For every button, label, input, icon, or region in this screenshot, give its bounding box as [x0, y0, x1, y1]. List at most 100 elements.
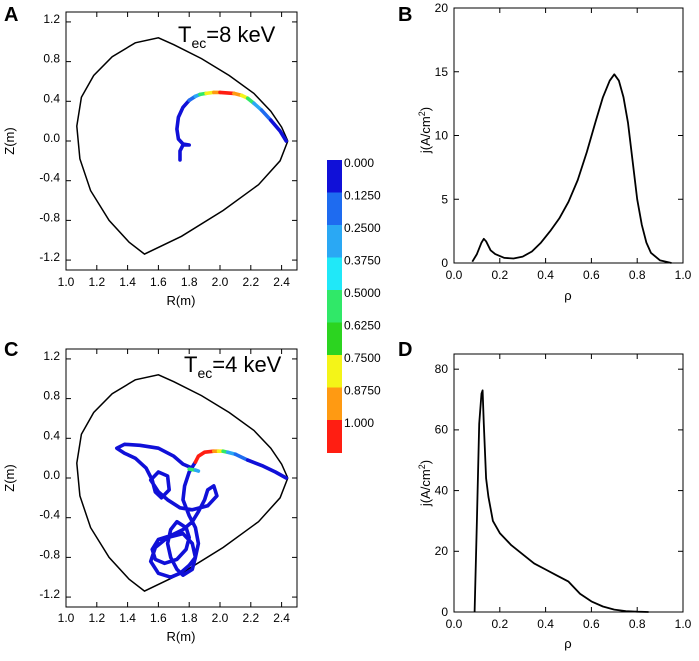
colorbar-swatch: [327, 192, 342, 226]
title-subscript: ec: [191, 35, 206, 51]
y-tick-label: 60: [435, 423, 449, 437]
x-tick-label: 2.4: [273, 611, 290, 625]
panel-label-c: C: [4, 339, 18, 361]
panel-d: D 0.0 0.2 0.4 0.6 0.8 1.0 80 60 40 20 0 …: [398, 339, 692, 651]
ylabel-end: ): [418, 460, 433, 464]
x-axis-b: 0.0 0.2 0.4 0.6 0.8 1.0: [446, 268, 692, 282]
x-tick-label: 1.4: [119, 275, 136, 289]
colorbar-label: 0.6250: [344, 319, 381, 333]
x-tick-label: 1.2: [88, 275, 105, 289]
y-tick-label: 0.4: [43, 91, 60, 105]
y-tick-label: 5: [441, 192, 448, 206]
plasma-boundary: [76, 37, 289, 255]
colorbar-swatch: [327, 420, 342, 453]
x-axis-title-d: ρ: [564, 636, 571, 651]
colorbar-swatch: [327, 387, 342, 421]
colorbar: 0.000 0.1250 0.2500 0.3750 0.5000 0.6250…: [327, 156, 381, 453]
ylabel-sup: 2: [417, 464, 427, 469]
ylabel-main: j(A/cm: [418, 116, 433, 154]
title-main: T: [184, 352, 197, 377]
x-tick-label: 2.0: [212, 275, 229, 289]
chart-title-c: Tec=4 keV: [184, 352, 282, 381]
y-tick-label: 1.2: [43, 349, 60, 363]
y-axis-title-d: j(A/cm2): [417, 460, 433, 507]
y-axis-title-b: j(A/cm2): [417, 107, 433, 154]
ray-trajectory-segment: [268, 118, 289, 143]
y-axis-b: 20 15 10 5 0: [435, 1, 449, 270]
y-tick-label: -1.2: [39, 250, 60, 264]
x-tick-label: 1.0: [675, 617, 692, 631]
plot-area-b: [453, 7, 684, 264]
plot-area-a: [65, 12, 297, 270]
current-density-curve: [473, 389, 649, 613]
y-tick-label: -0.8: [39, 547, 60, 561]
x-tick-label: 0.2: [491, 268, 508, 282]
y-axis-c: 1.2 0.8 0.4 0.0 -0.4 -0.8 -1.2: [39, 349, 60, 601]
y-tick-label: -1.2: [39, 587, 60, 601]
colorbar-label: 0.2500: [344, 221, 381, 235]
y-tick-label: -0.4: [39, 508, 60, 522]
x-axis-a: 1.0 1.2 1.4 1.6 1.8 2.0 2.2 2.4: [58, 275, 291, 289]
y-tick-label: -0.4: [39, 171, 60, 185]
ray-trajectory-segment: [175, 98, 191, 162]
y-axis-title-c: Z(m): [2, 464, 17, 491]
ylabel-end: ): [418, 107, 433, 111]
plot-frame-b: [453, 7, 684, 264]
x-axis-title-b: ρ: [564, 288, 571, 303]
x-tick-label: 1.0: [58, 611, 75, 625]
x-tick-label: 0.6: [583, 617, 600, 631]
colorbar-label: 0.1250: [344, 189, 381, 203]
x-axis-c: 1.0 1.2 1.4 1.6 1.8 2.0 2.2 2.4: [58, 611, 291, 625]
chart-title-a: Tec=8 keV: [178, 22, 276, 51]
plot-area-d: [453, 354, 684, 613]
plot-frame-c: [65, 348, 298, 608]
y-tick-label: 80: [435, 362, 449, 376]
x-tick-label: 2.4: [273, 275, 290, 289]
plot-frame-d: [453, 353, 684, 613]
y-axis-title-a: Z(m): [2, 127, 17, 154]
colorbar-swatch: [327, 322, 342, 356]
colorbar-labels: 0.000 0.1250 0.2500 0.3750 0.5000 0.6250…: [344, 156, 381, 430]
plasma-boundary: [76, 374, 289, 592]
ray-trajectory-segment: [245, 458, 289, 480]
x-tick-label: 0.8: [629, 617, 646, 631]
x-tick-label: 1.8: [181, 275, 198, 289]
y-tick-label: 0.8: [43, 389, 60, 403]
panel-c: C 1.0 1.2 1.4 1.6 1.8 2.0 2.2 2.4 1.2 0.…: [2, 339, 298, 644]
y-tick-label: 10: [435, 129, 449, 143]
x-tick-label: 0.4: [537, 268, 554, 282]
panel-label-a: A: [4, 4, 18, 26]
x-tick-label: 1.6: [150, 611, 167, 625]
ray-trajectory-segment: [193, 468, 201, 473]
y-tick-label: 0.0: [43, 131, 60, 145]
ray-trajectory-segment: [218, 90, 236, 96]
x-tick-label: 1.6: [150, 275, 167, 289]
y-tick-label: 20: [435, 1, 449, 15]
y-tick-label: 0: [441, 256, 448, 270]
x-tick-label: 1.0: [675, 268, 692, 282]
title-rest: =8 keV: [206, 22, 275, 47]
y-tick-label: 40: [435, 483, 449, 497]
colorbar-swatch: [327, 290, 342, 323]
y-tick-label: 15: [435, 65, 449, 79]
x-tick-label: 2.2: [242, 611, 259, 625]
x-axis-d: 0.0 0.2 0.4 0.6 0.8 1.0: [446, 617, 692, 631]
y-tick-label: 20: [435, 544, 449, 558]
title-subscript: ec: [197, 365, 212, 381]
y-tick-label: 0: [441, 605, 448, 619]
y-tick-label: 0.8: [43, 52, 60, 66]
colorbar-label: 0.3750: [344, 254, 381, 268]
colorbar-label: 0.8750: [344, 384, 381, 398]
colorbar-swatch: [327, 160, 342, 193]
y-axis-a: 1.2 0.8 0.4 0.0 -0.4 -0.8 -1.2: [39, 12, 60, 264]
y-tick-label: 1.2: [43, 12, 60, 26]
x-tick-label: 1.2: [88, 611, 105, 625]
x-tick-label: 1.4: [119, 611, 136, 625]
panel-b: B 0.0 0.2 0.4 0.6 0.8 1.0 20 15 10 5 0 ρ…: [398, 1, 692, 303]
colorbar-blocks: [327, 160, 342, 453]
x-tick-label: 2.2: [242, 275, 259, 289]
x-tick-label: 0.0: [446, 268, 463, 282]
panel-label-d: D: [398, 339, 412, 361]
ray-trajectory-segment: [233, 452, 250, 462]
colorbar-swatch: [327, 225, 342, 258]
